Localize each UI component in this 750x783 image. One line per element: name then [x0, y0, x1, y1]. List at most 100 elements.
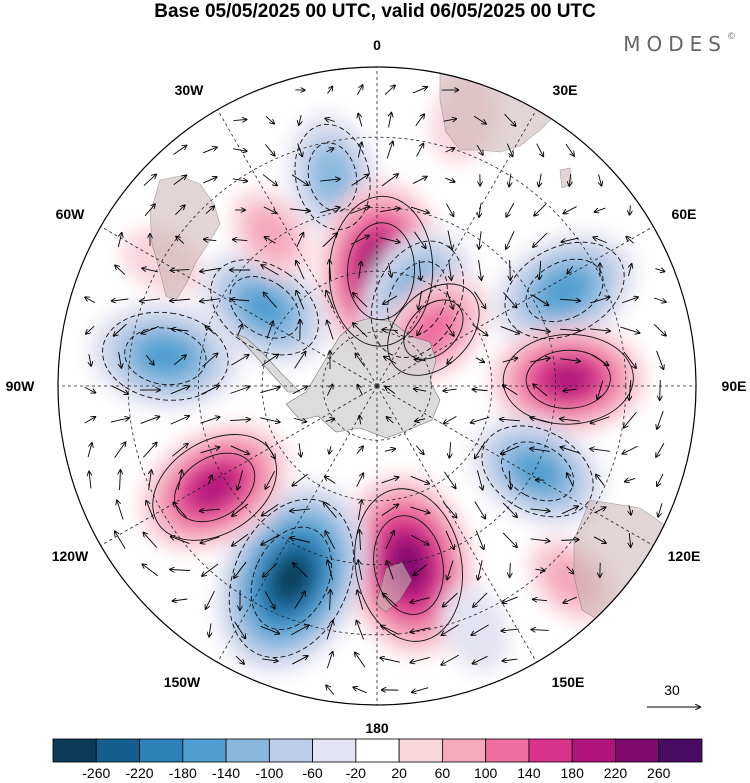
wind-arrow [292, 473, 308, 485]
wind-arrow [530, 418, 550, 423]
colorbar-tick-label: -140 [212, 765, 240, 781]
wind-arrow [590, 449, 610, 452]
wind-arrow [476, 144, 483, 155]
wind-arrow [324, 502, 337, 518]
colorbar-swatch [528, 738, 573, 763]
wind-arrow [329, 446, 331, 453]
wind-arrow [350, 236, 369, 245]
wind-arrow [261, 265, 279, 276]
wind-arrow [209, 623, 211, 636]
wind-arrow [389, 113, 392, 128]
wind-arrow [446, 203, 453, 216]
colorbar-swatch [571, 738, 616, 763]
meridian-line [217, 109, 378, 387]
lat-lon-grid [58, 67, 696, 705]
wind-arrow [381, 174, 398, 187]
wind-arrow [266, 321, 273, 339]
wind-arrow [202, 147, 217, 154]
colorbar-tick-label: -260 [82, 765, 110, 781]
anomaly-contour [481, 425, 594, 518]
wind-arrow [140, 299, 160, 301]
wind-arrow [296, 291, 305, 310]
wind-arrow [530, 509, 549, 511]
longitude-label: 90E [722, 378, 747, 394]
anomaly-contour [525, 349, 611, 409]
wind-arrow [630, 205, 631, 215]
wind-arrow [504, 113, 515, 126]
colorbar-swatch [312, 738, 357, 763]
wind-arrow [120, 470, 121, 491]
wind-arrow [325, 419, 334, 422]
wind-arrow [234, 621, 246, 639]
anomaly-contour [354, 488, 463, 642]
wind-arrow [173, 599, 188, 601]
wind-arrow [177, 470, 182, 490]
antarctic-peninsula [235, 333, 301, 393]
wind-arrow [263, 562, 278, 577]
wind-arrow [381, 504, 399, 517]
wind-arrow [500, 419, 521, 421]
wind-arrow [264, 591, 275, 608]
wind-arrow [293, 417, 307, 422]
wind-arrow [593, 536, 606, 543]
longitude-label: 90W [6, 378, 36, 394]
wind-arrow [115, 265, 126, 275]
wind-arrow [560, 359, 580, 362]
wind-arrow [567, 266, 574, 274]
wind-arrow [447, 230, 452, 250]
colorbar-tick-label: -180 [169, 765, 197, 781]
wind-arrow [566, 566, 573, 573]
wind-arrow [624, 411, 637, 427]
wind-arrow [447, 356, 454, 363]
colorbar-tick-label: 220 [604, 765, 628, 781]
wind-arrow [322, 233, 338, 248]
wind-arrow [534, 203, 547, 216]
anomaly-contour [102, 311, 229, 401]
south-america [149, 175, 221, 301]
wind-arrow [173, 355, 186, 366]
wind-arrow [114, 323, 127, 336]
wind-arrow [229, 419, 250, 420]
wind-arrow [502, 502, 517, 517]
wind-arrow [509, 173, 511, 187]
wind-arrow [620, 326, 639, 333]
wind-arrow [567, 473, 574, 488]
wind-arrow [263, 206, 276, 213]
wind-arrow [472, 324, 488, 335]
wind-arrow [292, 386, 307, 395]
wind-arrow [296, 233, 304, 248]
meridian-line [376, 385, 654, 546]
wind-arrow [115, 531, 126, 549]
wind-arrow [353, 323, 368, 338]
wind-arrow [565, 143, 574, 156]
anomaly-contour [124, 327, 207, 386]
wind-arrow [509, 470, 510, 489]
colorbar-tick-label: -60 [302, 765, 322, 781]
wind-arrow [237, 470, 244, 489]
wind-arrow [501, 445, 520, 454]
wind-arrow [237, 324, 243, 336]
wind-arrow [410, 206, 429, 213]
wind-arrow [235, 655, 244, 664]
wind-arrow [501, 629, 519, 631]
wind-arrow [234, 561, 247, 578]
wind-arrow [628, 264, 631, 277]
anomaly-contour [403, 299, 464, 360]
meridian-line [376, 226, 654, 387]
wind-arrow [204, 239, 217, 240]
new-zealand [375, 561, 413, 613]
wind-arrow [599, 174, 602, 185]
wind-arrow [414, 389, 427, 391]
wind-arrow [539, 173, 541, 187]
wind-arrow [653, 323, 666, 335]
wind-arrow [479, 260, 482, 280]
wind-arrow [87, 443, 92, 458]
wind-arrow [173, 175, 187, 185]
wind-arrow [291, 174, 308, 185]
wind-arrow [473, 655, 488, 663]
wind-arrow [206, 590, 215, 609]
wind-arrow [412, 87, 427, 94]
wind-arrow [232, 533, 249, 546]
wind-arrow [200, 447, 219, 454]
wind-arrow [325, 531, 336, 550]
